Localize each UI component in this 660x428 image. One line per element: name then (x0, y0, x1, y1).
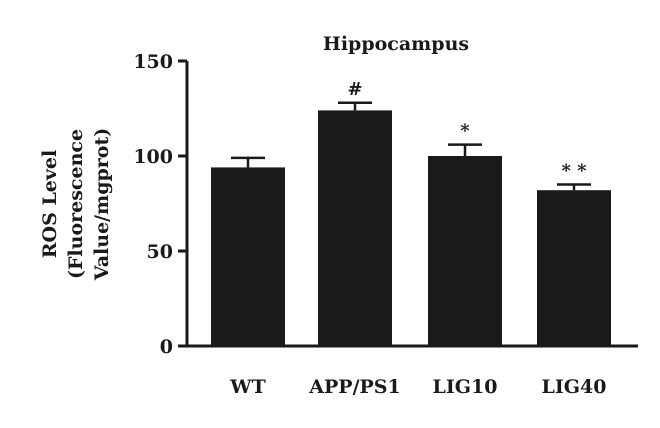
bar-app-ps1 (318, 110, 392, 347)
y-axis-label-line-3: Value/mgprot) (91, 128, 113, 282)
y-tick-label: 0 (160, 336, 173, 358)
y-axis-label: ROS Level (Fluorescence Value/mgprot) (39, 128, 113, 282)
x-tick-label: WT (229, 376, 265, 398)
y-axis-ticks: 0 50 100 150 (133, 51, 187, 358)
significance-marker: * (460, 121, 470, 142)
y-tick-label: 100 (133, 146, 173, 168)
bars: # * * * (211, 79, 611, 347)
significance-marker: # (347, 79, 362, 100)
bar-lig10 (428, 156, 502, 346)
bar-wt (211, 167, 285, 346)
y-axis-label-line-2: (Fluorescence (65, 129, 87, 279)
y-tick-label: 50 (147, 241, 173, 263)
chart-title: Hippocampus (323, 33, 469, 55)
x-tick-label: LIG40 (542, 376, 607, 398)
y-axis-label-line-1: ROS Level (39, 150, 61, 258)
x-tick-label: LIG10 (433, 376, 498, 398)
significance-marker: * * (561, 161, 587, 182)
x-axis-ticks: WT APP/PS1 LIG10 LIG40 (229, 376, 606, 398)
x-tick-label: APP/PS1 (308, 376, 400, 398)
y-tick-label: 150 (133, 51, 173, 73)
bar-lig40 (537, 190, 611, 346)
